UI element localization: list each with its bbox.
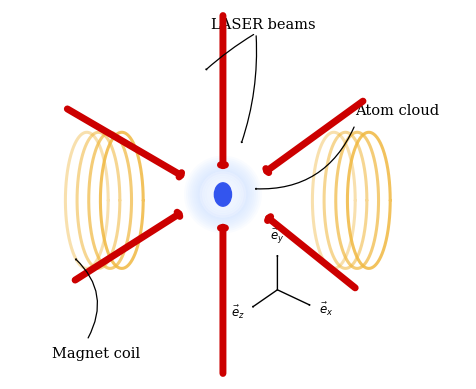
Circle shape	[184, 156, 261, 233]
Text: $\vec{e}_y$: $\vec{e}_y$	[270, 227, 284, 246]
Circle shape	[204, 176, 241, 213]
Circle shape	[201, 173, 243, 216]
Text: $\vec{e}_x$: $\vec{e}_x$	[318, 301, 332, 318]
Circle shape	[206, 178, 238, 211]
Circle shape	[188, 159, 258, 230]
Circle shape	[208, 180, 236, 209]
Ellipse shape	[214, 183, 231, 206]
Text: Magnet coil: Magnet coil	[52, 347, 139, 361]
Circle shape	[186, 158, 259, 231]
Circle shape	[213, 186, 231, 203]
Text: Atom cloud: Atom cloud	[355, 104, 438, 118]
Circle shape	[216, 188, 229, 201]
Circle shape	[189, 161, 256, 228]
Text: LASER beams: LASER beams	[211, 18, 316, 32]
Circle shape	[199, 171, 246, 218]
Text: $\vec{e}_z$: $\vec{e}_z$	[230, 304, 244, 321]
Circle shape	[211, 183, 234, 206]
